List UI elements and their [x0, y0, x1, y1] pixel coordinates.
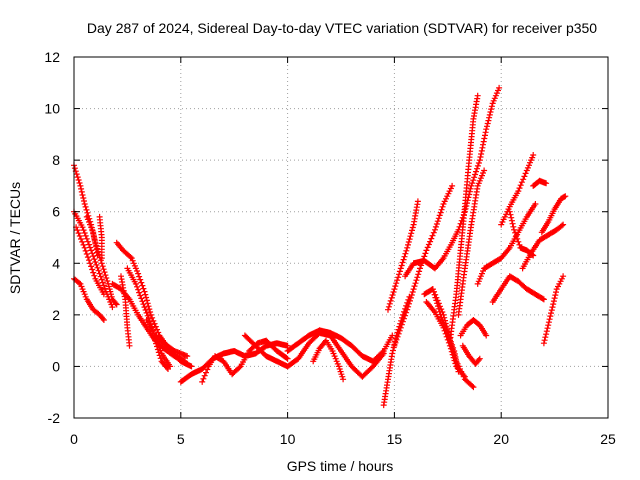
series-track-5	[83, 213, 101, 259]
series-track-10	[118, 273, 133, 349]
y-tick-label: -2	[48, 410, 61, 426]
marker-path	[498, 152, 537, 228]
y-axis-label: SDTVAR / TECUs	[7, 182, 23, 294]
data-markers	[71, 84, 569, 409]
marker-path	[284, 327, 396, 365]
y-tick-label: 0	[52, 358, 60, 374]
series-track-33	[519, 221, 567, 272]
chart-title: Day 287 of 2024, Sidereal Day-to-day VTE…	[87, 20, 597, 36]
y-tick-label: 10	[44, 101, 60, 117]
y-tick-label: 6	[52, 204, 60, 220]
series-track-23	[423, 299, 468, 380]
grid-lines	[74, 57, 608, 418]
y-tick-label: 2	[52, 307, 60, 323]
y-tick-label: 12	[44, 49, 60, 65]
series-track-12	[152, 337, 171, 372]
series-track-17	[310, 337, 347, 383]
marker-path	[446, 92, 481, 344]
marker-path	[310, 337, 347, 383]
x-tick-label: 10	[280, 431, 296, 447]
marker-path	[83, 213, 101, 259]
series-track-6	[96, 213, 105, 262]
series-track-25	[446, 92, 481, 344]
series-track-14	[199, 337, 291, 385]
marker-path	[538, 193, 569, 236]
series-track-36	[540, 273, 567, 347]
series-track-16	[284, 327, 396, 365]
x-tick-label: 20	[493, 431, 509, 447]
marker-path	[457, 317, 490, 339]
axis-ticks: 0 5 10 15 20 25 -2 0 2 4 6 8 10 12	[44, 49, 616, 447]
series-track-11	[143, 317, 191, 360]
series-track-26	[455, 167, 488, 318]
series-track-20	[391, 182, 456, 349]
series-track-2	[71, 208, 116, 311]
series-track-9	[124, 265, 174, 370]
series-track-30	[489, 273, 547, 305]
series-track-27	[457, 317, 490, 339]
marker-path	[96, 213, 105, 262]
marker-path	[118, 273, 133, 349]
series-track-28	[459, 342, 483, 367]
x-tick-label: 0	[70, 431, 78, 447]
marker-path	[199, 337, 291, 385]
marker-path	[455, 167, 488, 318]
marker-path	[152, 337, 171, 372]
marker-path	[459, 342, 483, 367]
marker-path	[71, 208, 116, 311]
series-track-19	[385, 198, 421, 313]
y-tick-label: 8	[52, 152, 60, 168]
marker-path	[391, 182, 456, 349]
marker-path	[423, 299, 468, 380]
marker-path	[402, 84, 503, 280]
marker-path	[73, 224, 107, 298]
marker-path	[530, 177, 550, 189]
marker-path	[519, 221, 567, 272]
marker-path	[421, 286, 462, 375]
marker-path	[124, 265, 174, 370]
marker-path	[385, 198, 421, 313]
x-tick-label: 25	[600, 431, 616, 447]
marker-path	[489, 273, 547, 305]
series-track-21	[402, 84, 503, 280]
series-track-34	[530, 177, 550, 189]
x-tick-label: 15	[387, 431, 403, 447]
marker-path	[143, 317, 191, 360]
plot-frame	[73, 56, 609, 419]
series-track-35	[538, 193, 569, 236]
marker-path	[540, 273, 567, 347]
x-axis-label: GPS time / hours	[287, 458, 394, 474]
series-track-31	[498, 152, 537, 228]
x-tick-label: 5	[177, 431, 185, 447]
y-tick-label: 4	[52, 255, 60, 271]
series-track-24	[421, 286, 462, 375]
series-track-3	[73, 224, 107, 298]
